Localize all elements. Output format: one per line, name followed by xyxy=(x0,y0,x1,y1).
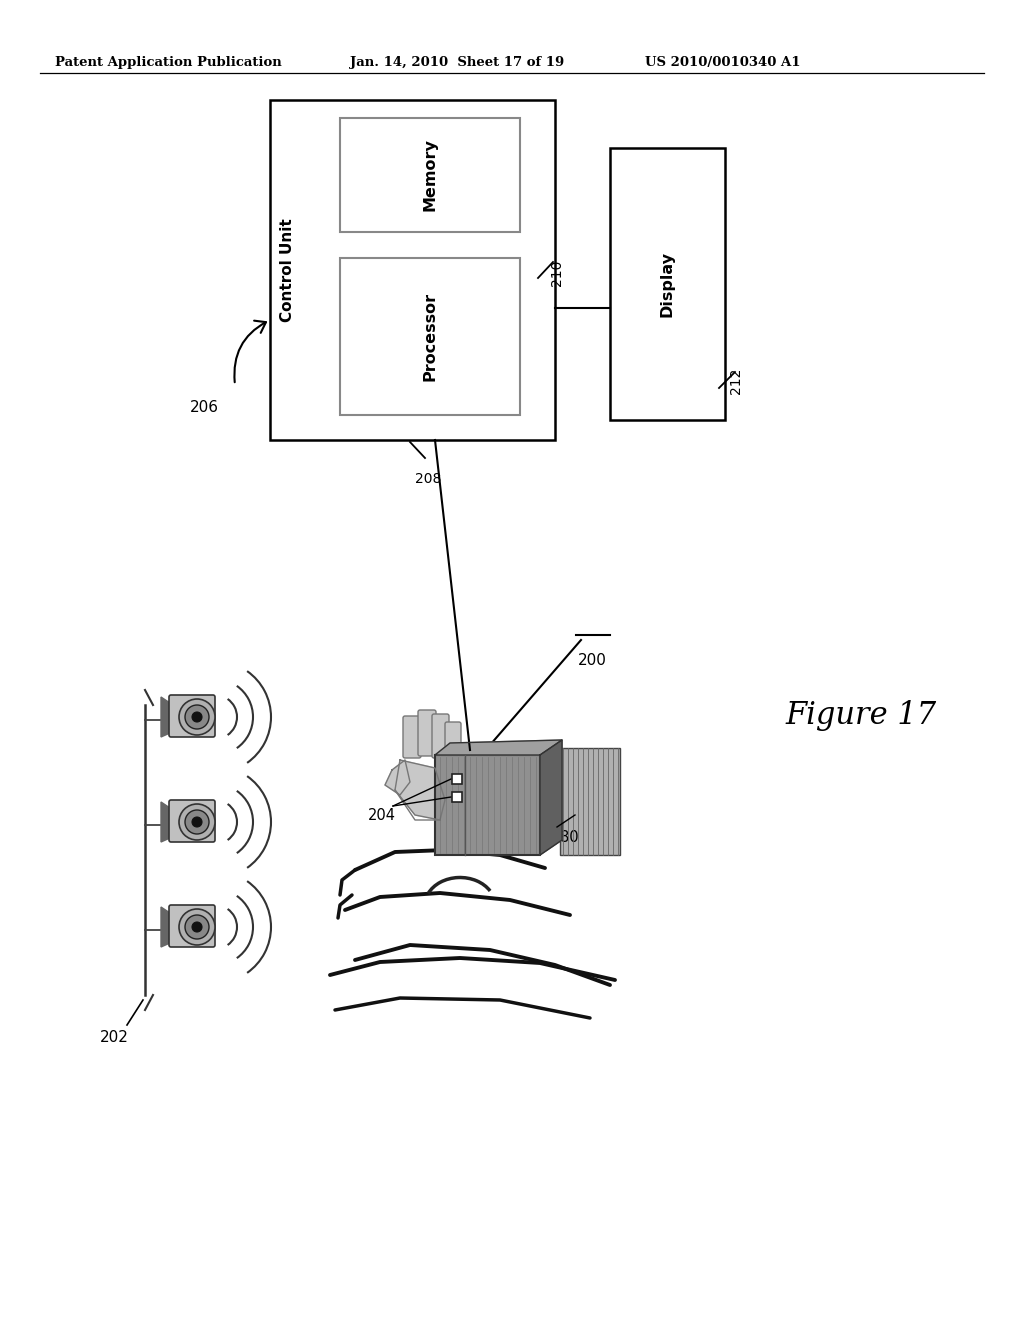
Bar xyxy=(452,774,462,784)
Text: Jan. 14, 2010  Sheet 17 of 19: Jan. 14, 2010 Sheet 17 of 19 xyxy=(350,55,564,69)
Text: Control Unit: Control Unit xyxy=(281,218,296,322)
Bar xyxy=(610,148,725,420)
Text: Display: Display xyxy=(659,251,675,317)
Bar xyxy=(340,257,520,414)
Text: 212: 212 xyxy=(729,368,743,395)
Ellipse shape xyxy=(185,810,209,834)
FancyBboxPatch shape xyxy=(432,714,449,758)
Ellipse shape xyxy=(185,915,209,939)
Circle shape xyxy=(193,711,202,722)
FancyBboxPatch shape xyxy=(418,710,436,756)
Bar xyxy=(435,755,540,855)
FancyBboxPatch shape xyxy=(403,715,421,758)
Ellipse shape xyxy=(179,804,215,840)
Polygon shape xyxy=(435,741,562,755)
FancyBboxPatch shape xyxy=(169,800,215,842)
Text: 210: 210 xyxy=(550,260,564,286)
Polygon shape xyxy=(395,760,445,820)
Text: 204: 204 xyxy=(368,808,396,822)
Circle shape xyxy=(193,817,202,828)
Text: 208: 208 xyxy=(415,473,441,486)
Text: Patent Application Publication: Patent Application Publication xyxy=(55,55,282,69)
Text: 202: 202 xyxy=(100,1030,129,1045)
Ellipse shape xyxy=(179,700,215,735)
Bar xyxy=(560,748,620,855)
Text: Memory: Memory xyxy=(423,139,437,211)
Polygon shape xyxy=(385,760,410,795)
Circle shape xyxy=(193,921,202,932)
Bar xyxy=(452,792,462,803)
Text: Figure 17: Figure 17 xyxy=(785,700,936,731)
Polygon shape xyxy=(161,697,170,737)
Polygon shape xyxy=(540,741,562,855)
FancyBboxPatch shape xyxy=(169,906,215,946)
Text: 200: 200 xyxy=(578,653,607,668)
Bar xyxy=(270,100,555,440)
Polygon shape xyxy=(161,803,170,842)
FancyBboxPatch shape xyxy=(445,722,461,762)
Bar xyxy=(340,117,520,232)
Text: US 2010/0010340 A1: US 2010/0010340 A1 xyxy=(645,55,801,69)
FancyArrowPatch shape xyxy=(234,321,266,383)
FancyBboxPatch shape xyxy=(169,696,215,737)
Ellipse shape xyxy=(179,909,215,945)
Polygon shape xyxy=(161,907,170,946)
Text: 80: 80 xyxy=(560,830,579,845)
Ellipse shape xyxy=(185,705,209,729)
Text: Processor: Processor xyxy=(423,292,437,380)
Text: 206: 206 xyxy=(190,400,219,414)
